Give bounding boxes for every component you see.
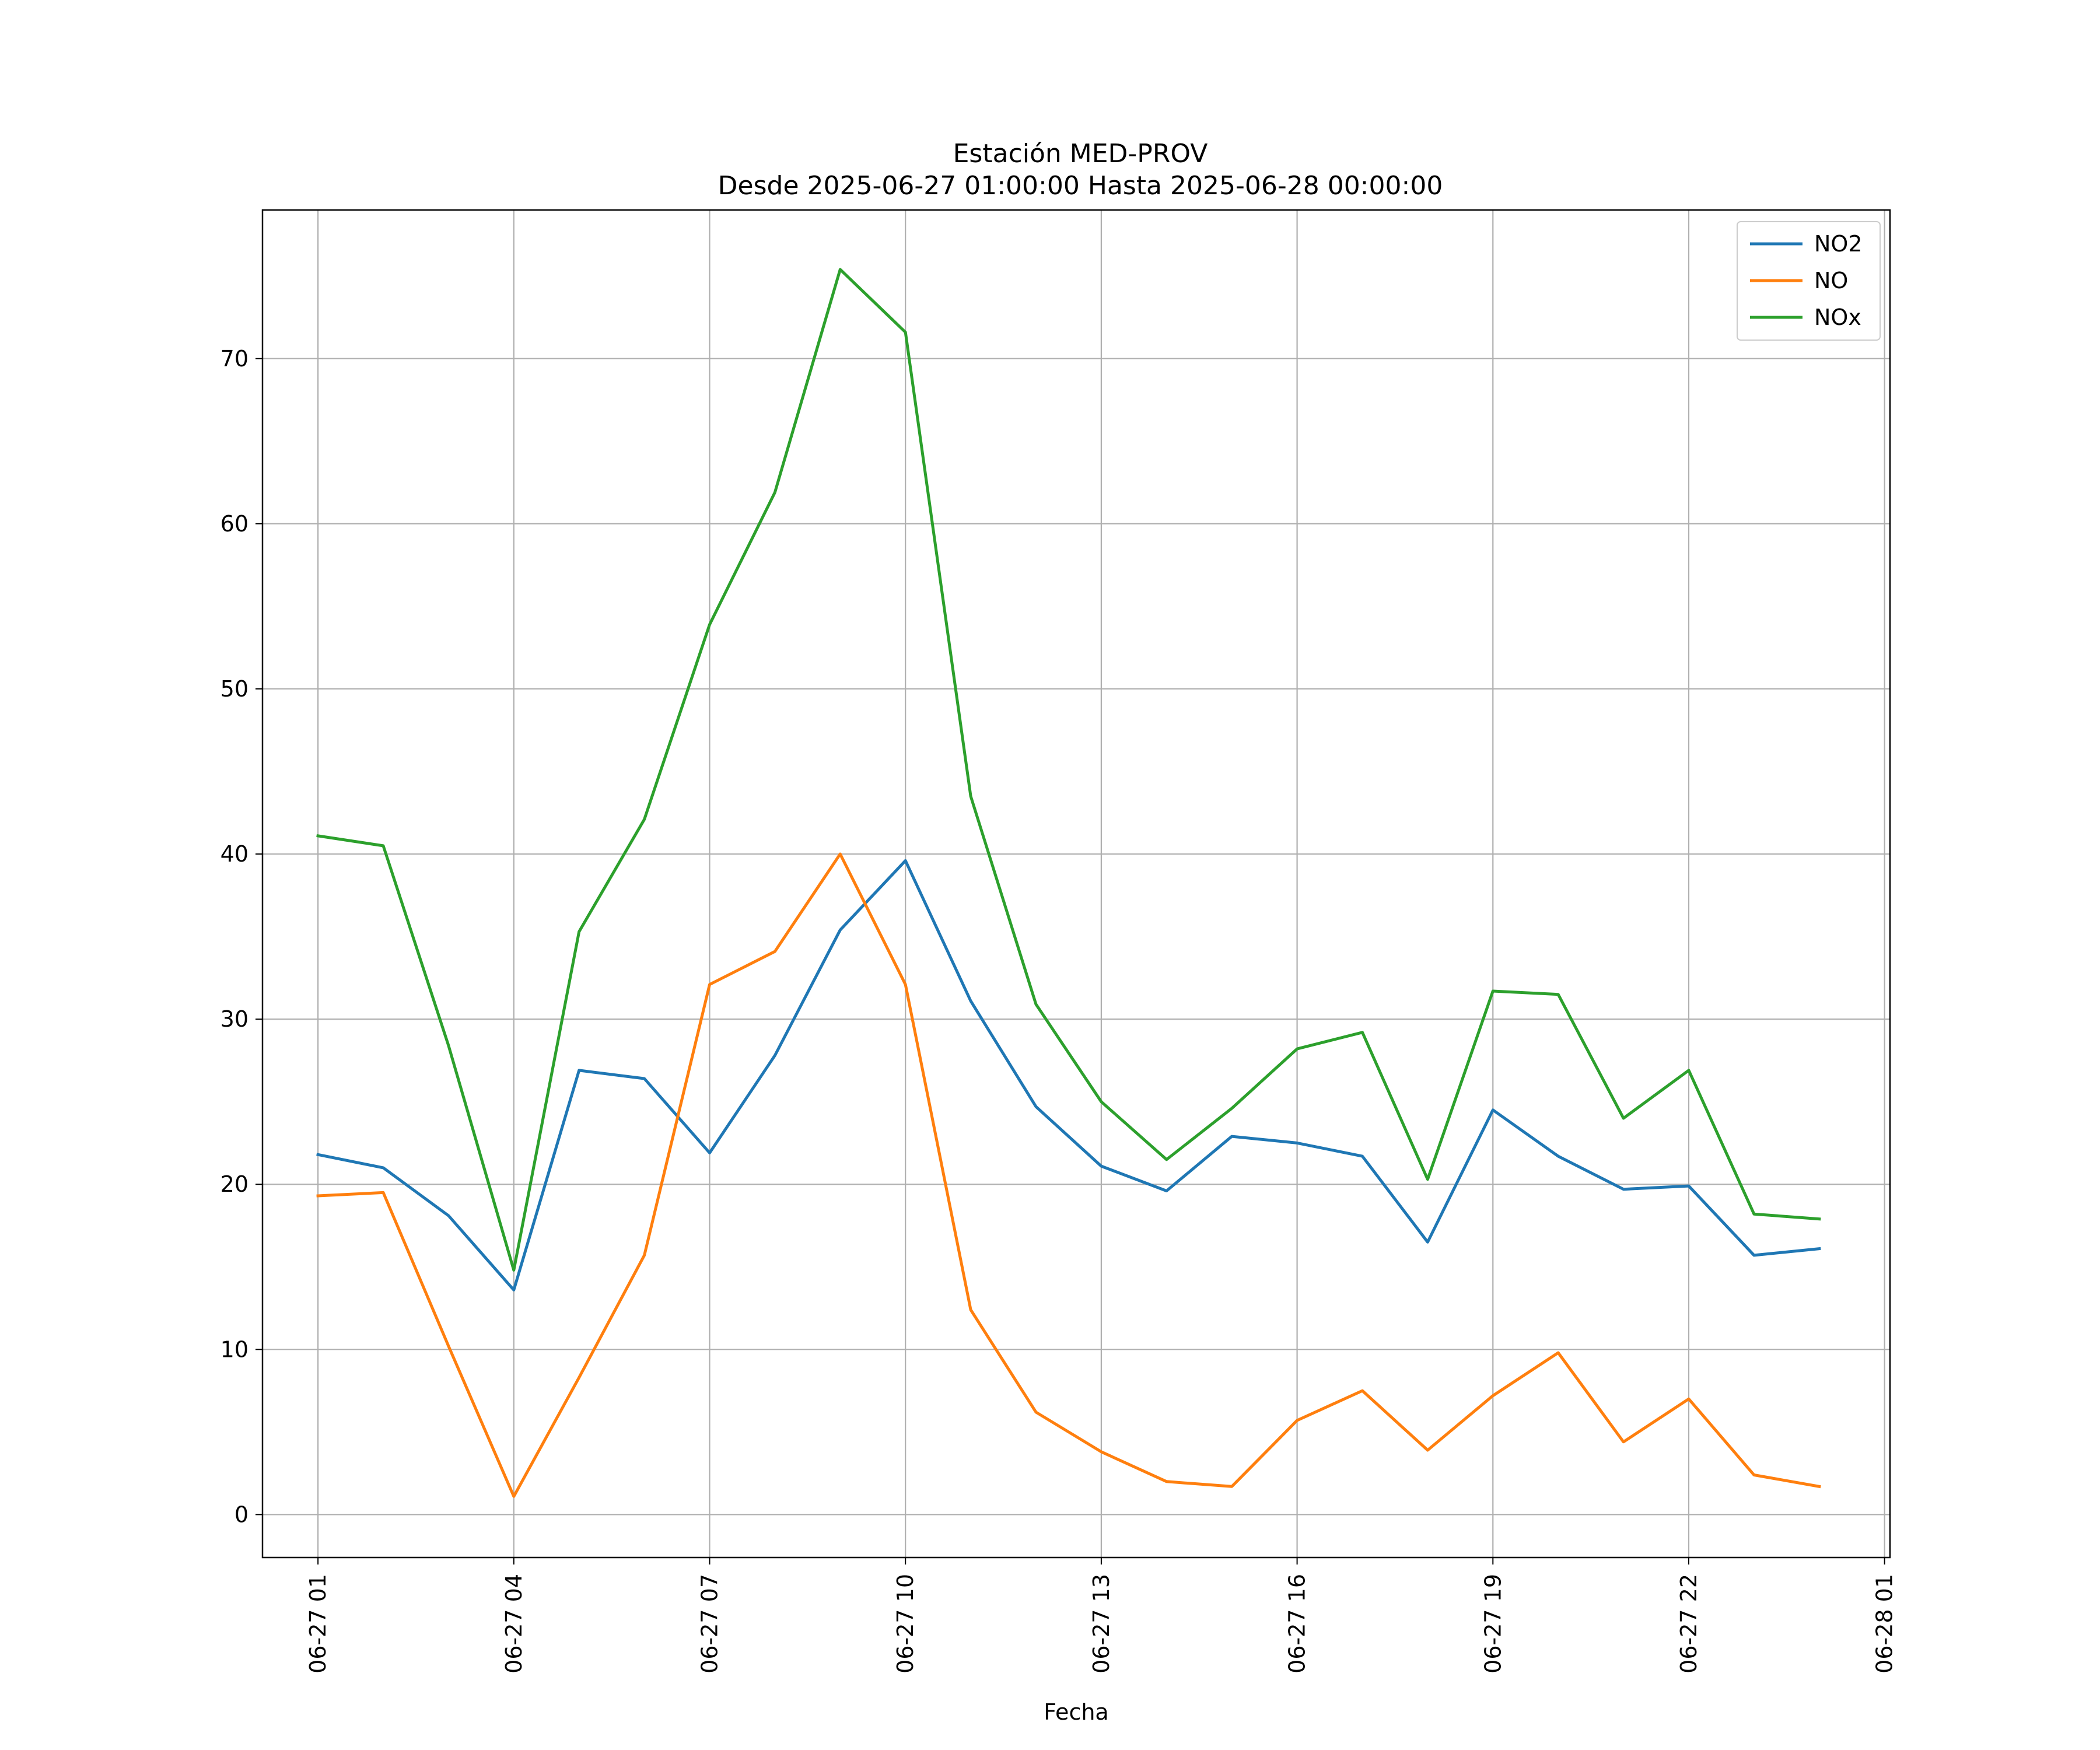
plot-frame <box>261 209 1891 1559</box>
y-tick-label: 20 <box>220 1171 249 1197</box>
legend-label-no2: NO2 <box>1814 231 1863 257</box>
y-axis-ticks: 0 10 20 30 40 50 60 70 <box>220 346 262 1527</box>
x-tick-label: 06-27 13 <box>1088 1574 1114 1674</box>
legend-label-nox: NOx <box>1814 304 1861 330</box>
legend-frame <box>1737 221 1881 341</box>
x-tick-label: 06-27 16 <box>1284 1574 1310 1674</box>
y-tick-label: 60 <box>220 511 249 537</box>
series-lines <box>316 268 1821 1498</box>
x-tick-label: 06-27 01 <box>305 1574 331 1674</box>
chart-subtitle: Desde 2025-06-27 01:00:00 Hasta 2025-06-… <box>718 171 1443 201</box>
series-line-no2 <box>316 859 1821 1292</box>
x-tick-label: 06-27 04 <box>501 1574 527 1674</box>
x-axis-label: Fecha <box>1044 1699 1108 1725</box>
x-tick-label: 06-27 07 <box>697 1574 723 1674</box>
legend: NO2 NO NOx <box>1737 221 1881 341</box>
y-tick-label: 40 <box>220 841 249 867</box>
x-tick-label: 06-27 19 <box>1480 1574 1506 1674</box>
x-tick-label: 06-28 01 <box>1872 1574 1898 1674</box>
grid <box>262 210 1890 1558</box>
y-tick-label: 0 <box>235 1502 249 1527</box>
x-tick-label: 06-27 22 <box>1676 1574 1702 1674</box>
chart-title: Estación MED-PROV <box>953 139 1208 169</box>
legend-label-no: NO <box>1814 268 1848 293</box>
x-tick-label: 06-27 10 <box>892 1574 918 1674</box>
y-tick-label: 30 <box>220 1006 249 1032</box>
series-line-nox <box>316 268 1821 1272</box>
y-tick-label: 50 <box>220 676 249 702</box>
y-tick-label: 70 <box>220 346 249 372</box>
y-tick-label: 10 <box>220 1336 249 1362</box>
x-axis-ticks: 06-27 01 06-27 04 06-27 07 06-27 10 06-27 13… <box>305 1558 1898 1674</box>
series-line-no <box>316 852 1821 1498</box>
